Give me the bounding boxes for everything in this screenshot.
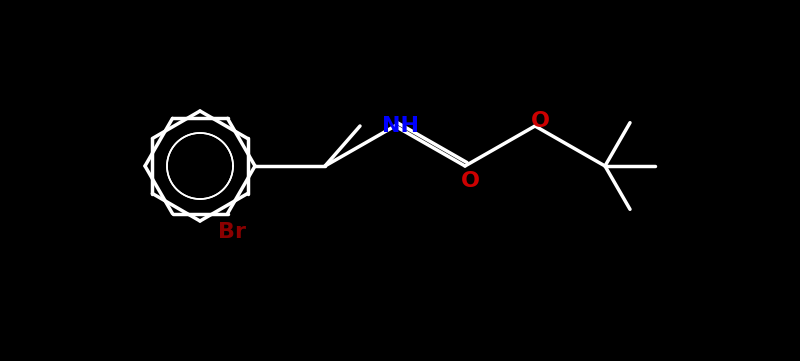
Text: O: O [530,111,550,131]
Text: NH: NH [382,116,418,136]
Text: O: O [461,171,479,191]
Text: Br: Br [218,222,246,242]
